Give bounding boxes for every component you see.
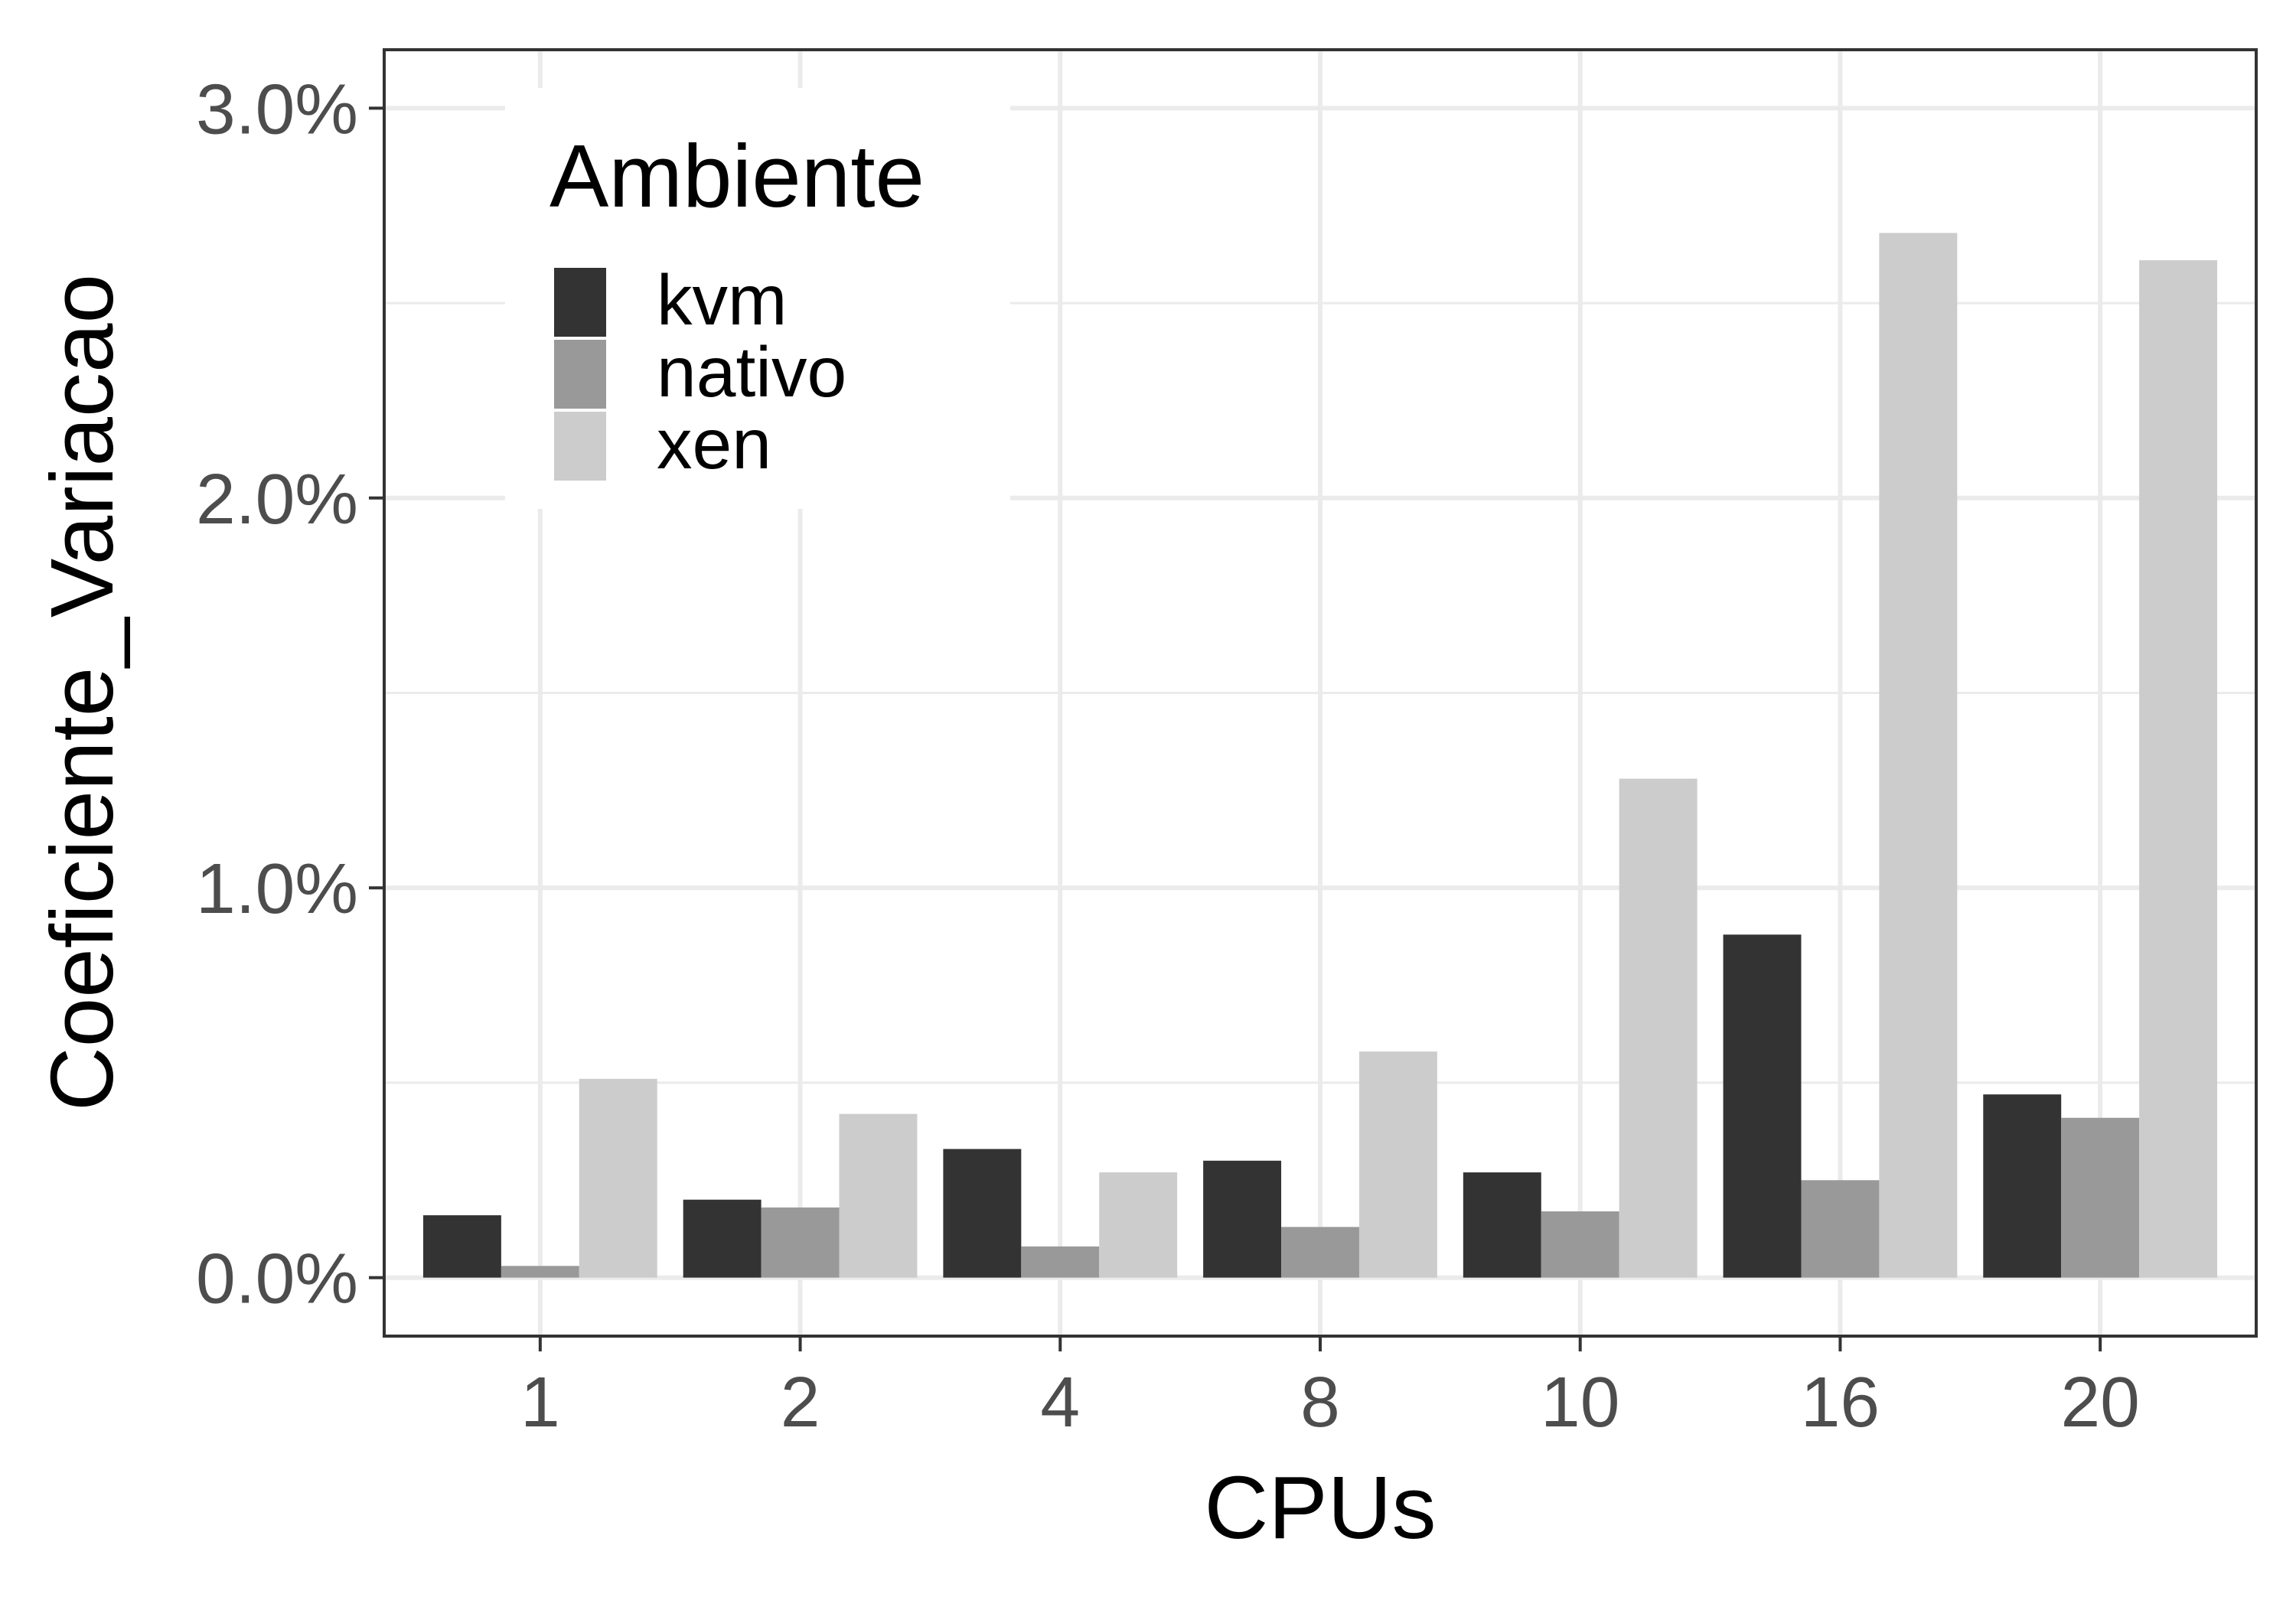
legend-title: Ambiente xyxy=(550,126,925,226)
bar-nativo-20 xyxy=(2061,1117,2140,1278)
bar-kvm-16 xyxy=(1723,934,1802,1278)
bar-xen-1 xyxy=(579,1078,657,1278)
y-tick-label: 3.0% xyxy=(196,69,358,148)
y-tick-label: 1.0% xyxy=(196,849,358,928)
bar-kvm-10 xyxy=(1463,1172,1541,1278)
bar-kvm-20 xyxy=(1983,1094,2062,1278)
x-tick-label: 10 xyxy=(1541,1362,1619,1442)
x-axis: 1 2 4 8 10 16 20 xyxy=(520,1336,2140,1442)
x-tick-label: 2 xyxy=(781,1362,820,1442)
legend-key-nativo xyxy=(554,340,606,409)
legend-key-kvm xyxy=(554,268,606,337)
legend-label-nativo: nativo xyxy=(657,332,846,412)
bar-nativo-2 xyxy=(761,1207,840,1278)
bar-xen-20 xyxy=(2139,260,2218,1278)
bar-nativo-8 xyxy=(1281,1227,1359,1278)
y-axis: 0.0% 1.0% 2.0% 3.0% xyxy=(196,69,384,1319)
bar-nativo-1 xyxy=(501,1266,579,1278)
bar-kvm-1 xyxy=(422,1215,501,1278)
bars xyxy=(422,233,2218,1278)
bar-nativo-16 xyxy=(1801,1180,1880,1278)
x-tick-label: 1 xyxy=(520,1362,560,1442)
y-tick-label: 2.0% xyxy=(196,459,358,539)
x-tick-label: 16 xyxy=(1801,1362,1880,1442)
bar-kvm-4 xyxy=(943,1149,1022,1278)
x-tick-label: 8 xyxy=(1300,1362,1340,1442)
bar-nativo-4 xyxy=(1021,1246,1100,1278)
bar-kvm-2 xyxy=(683,1199,762,1278)
y-tick-label: 0.0% xyxy=(196,1239,358,1319)
bar-xen-8 xyxy=(1358,1051,1437,1278)
x-axis-title: CPUs xyxy=(1205,1458,1437,1557)
bar-xen-2 xyxy=(839,1113,918,1278)
bar-kvm-8 xyxy=(1203,1160,1282,1278)
legend-label-kvm: kvm xyxy=(657,260,787,340)
bar-nativo-10 xyxy=(1541,1211,1619,1278)
bar-xen-16 xyxy=(1879,233,1958,1278)
bar-xen-10 xyxy=(1619,778,1698,1278)
legend-key-xen xyxy=(554,412,606,481)
bar-xen-4 xyxy=(1099,1172,1178,1278)
y-axis-title: Coeficiente_Variacao xyxy=(32,274,132,1111)
x-tick-label: 4 xyxy=(1040,1362,1080,1442)
legend-label-xen: xen xyxy=(657,404,771,484)
x-tick-label: 20 xyxy=(2060,1362,2139,1442)
